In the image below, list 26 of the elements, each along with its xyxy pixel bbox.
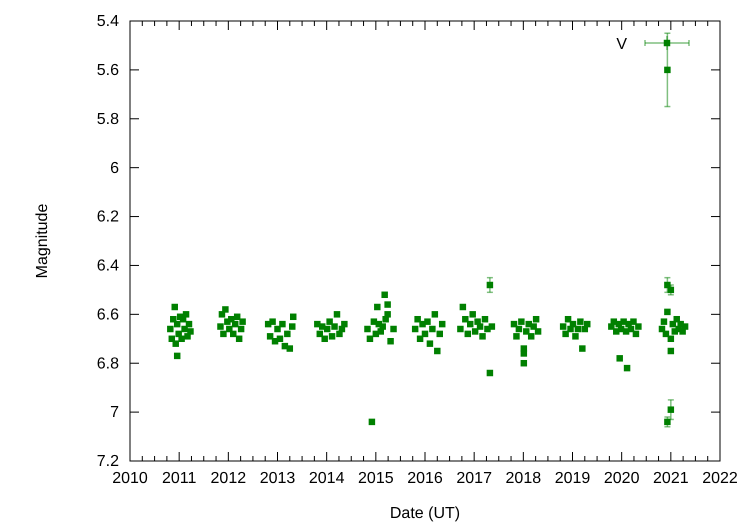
x-tick-label: 2018 <box>506 470 542 488</box>
y-tick-label: 5.6 <box>96 62 120 80</box>
x-tick-label: 2012 <box>210 470 246 488</box>
x-tick-label: 2020 <box>604 470 640 488</box>
y-tick-label: 5.4 <box>96 13 120 30</box>
legend-label: V <box>616 36 628 53</box>
y-tick-label: 6.2 <box>96 208 120 226</box>
y-tick-label: 6.8 <box>96 355 120 372</box>
x-tick-label: 2019 <box>554 470 590 488</box>
x-tick-label: 2022 <box>702 470 738 488</box>
y-axis-title: Magnitude <box>34 204 51 278</box>
y-tick-label: 7.2 <box>96 453 120 470</box>
x-tick-label: 2014 <box>308 470 345 488</box>
x-tick-label: 2013 <box>260 470 296 488</box>
y-tick-label: 7 <box>110 404 120 422</box>
x-axis-title: Date (UT) <box>390 505 460 522</box>
x-tick-label: 2010 <box>112 470 148 488</box>
y-tick-label: 6 <box>110 160 120 177</box>
y-tick-label: 6.4 <box>96 258 120 275</box>
x-tick-label: 2017 <box>456 470 492 488</box>
y-tick-label: 5.8 <box>96 110 120 128</box>
y-tick-label: 6.6 <box>96 306 120 324</box>
x-tick-label: 2021 <box>653 470 689 488</box>
x-tick-label: 2015 <box>358 470 394 488</box>
x-tick-label: 2011 <box>162 470 196 488</box>
x-tick-label: 2016 <box>407 470 443 488</box>
